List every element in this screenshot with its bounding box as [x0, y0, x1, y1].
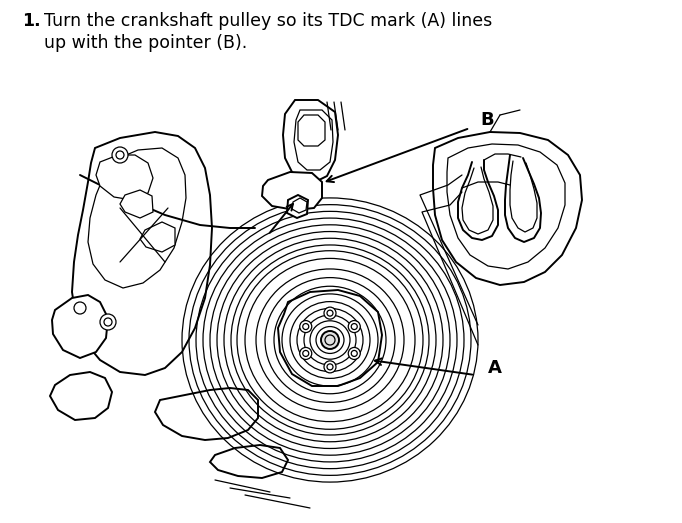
- Polygon shape: [140, 222, 175, 252]
- Polygon shape: [262, 172, 322, 210]
- Polygon shape: [278, 290, 382, 386]
- Circle shape: [349, 321, 360, 333]
- Circle shape: [349, 347, 360, 359]
- Circle shape: [74, 302, 86, 314]
- Polygon shape: [283, 100, 338, 182]
- Polygon shape: [210, 445, 288, 478]
- Polygon shape: [298, 115, 325, 146]
- Polygon shape: [72, 132, 212, 375]
- Text: 1.: 1.: [22, 12, 41, 30]
- Polygon shape: [292, 198, 307, 213]
- Circle shape: [321, 331, 339, 349]
- Circle shape: [300, 347, 312, 359]
- Circle shape: [300, 321, 312, 333]
- Polygon shape: [120, 190, 153, 218]
- Text: B: B: [480, 111, 494, 129]
- Polygon shape: [52, 295, 108, 358]
- Polygon shape: [447, 144, 565, 269]
- Circle shape: [100, 314, 116, 330]
- Polygon shape: [96, 155, 153, 200]
- Polygon shape: [433, 132, 582, 285]
- Circle shape: [112, 147, 128, 163]
- Polygon shape: [155, 388, 258, 440]
- Polygon shape: [287, 195, 308, 218]
- Polygon shape: [294, 110, 333, 170]
- Circle shape: [324, 307, 336, 319]
- Polygon shape: [88, 148, 186, 288]
- Text: up with the pointer (B).: up with the pointer (B).: [44, 34, 248, 52]
- Text: A: A: [488, 359, 502, 377]
- Text: Turn the crankshaft pulley so its TDC mark (A) lines: Turn the crankshaft pulley so its TDC ma…: [44, 12, 492, 30]
- Polygon shape: [50, 372, 112, 420]
- Circle shape: [324, 361, 336, 373]
